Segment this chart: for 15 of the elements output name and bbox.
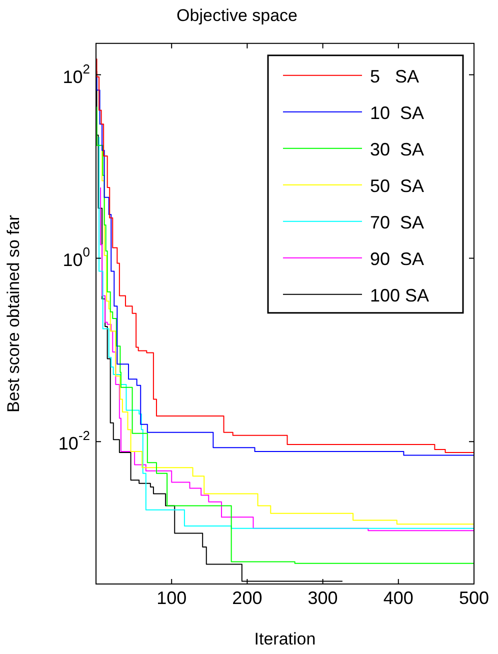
legend-label: 90 SA	[370, 248, 424, 269]
legend-label: 5 SA	[370, 66, 420, 86]
legend-label: 30 SA	[370, 139, 424, 160]
legend-label: 100 SA	[370, 285, 430, 306]
x-tick-label: 300	[308, 588, 338, 608]
chart-title: Objective space	[176, 6, 298, 25]
legend-label: 10 SA	[370, 102, 424, 123]
y-axis-title: Best score obtained so far	[4, 214, 23, 412]
x-axis-title: Iteration	[254, 629, 316, 648]
x-tick-label: 500	[458, 588, 490, 608]
legend-label: 50 SA	[370, 176, 424, 196]
x-tick-label: 400	[383, 588, 414, 608]
legend-label: 70 SA	[370, 212, 424, 232]
x-tick-label: 100	[156, 588, 187, 608]
x-tick-label: 200	[232, 588, 262, 608]
